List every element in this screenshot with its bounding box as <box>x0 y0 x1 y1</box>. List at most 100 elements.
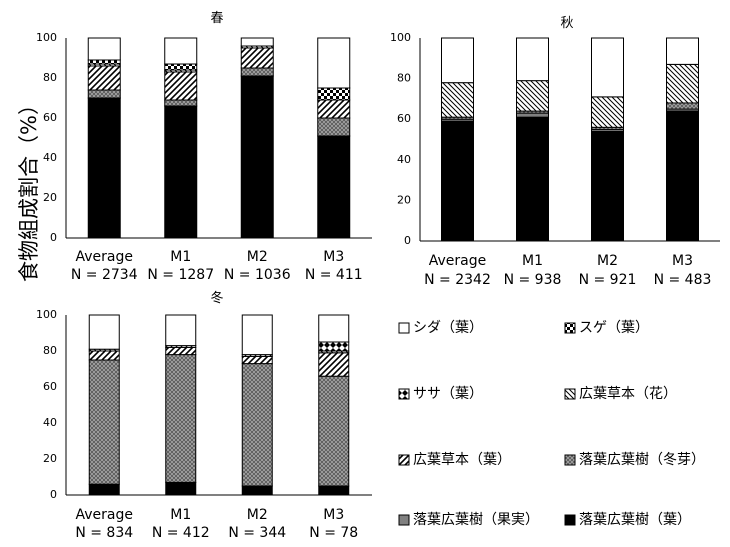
sample-size-label: N = 412 <box>152 525 210 541</box>
sample-size-label: N = 483 <box>654 272 712 288</box>
bar-segment <box>87 37 121 61</box>
bar-segment <box>240 47 274 69</box>
bar-segment <box>318 485 350 496</box>
legend-swatch <box>564 514 576 526</box>
y-tick-label: 40 <box>43 416 57 429</box>
y-tick-label: 0 <box>404 234 411 247</box>
winter-panel: 冬 0 20 40 60 80 100 Average N = 834 M1 N = 412 M2 N … <box>36 290 372 541</box>
sample-size-label: N = 1036 <box>224 267 291 283</box>
y-tick-label: 20 <box>43 191 57 204</box>
sample-size-label: N = 921 <box>579 272 637 288</box>
panel-title: 冬 <box>210 290 223 306</box>
bar-segment <box>591 96 624 128</box>
category-label: M3 <box>323 249 344 265</box>
category-label: M2 <box>247 249 268 265</box>
bar-segment <box>240 75 274 239</box>
bar-segment <box>87 59 121 65</box>
bar-segment <box>164 71 198 101</box>
bar-segment <box>516 80 549 112</box>
bar-segment <box>317 87 351 101</box>
panel-title: 春 <box>210 11 223 26</box>
legend-swatch <box>398 388 410 400</box>
bar-segment <box>87 97 121 239</box>
legend-label: 落葉広葉樹（果実） <box>413 512 539 528</box>
bar-segment <box>318 314 350 343</box>
legend-swatch <box>398 454 410 466</box>
sample-size-label: N = 834 <box>75 525 133 541</box>
category-label: Average <box>76 507 134 523</box>
bar-segment <box>165 346 197 356</box>
y-tick-label: 100 <box>390 31 411 44</box>
y-tick-label: 40 <box>43 151 57 164</box>
bar-segment <box>317 37 351 89</box>
bar-segment <box>591 37 624 98</box>
legend-label: 落葉広葉樹（冬芽） <box>579 452 705 468</box>
legend-label: 広葉草本（花） <box>579 386 677 402</box>
bar-segment <box>516 37 549 82</box>
y-tick-label: 80 <box>43 71 57 84</box>
legend-label: 落葉広葉樹（葉） <box>579 512 691 528</box>
bar-segment <box>88 359 120 485</box>
bar-segment <box>165 314 197 347</box>
category-label: M3 <box>672 253 693 269</box>
bar-segment <box>164 99 198 107</box>
legend-label: ササ（葉） <box>413 386 483 402</box>
bar-segment <box>317 135 351 239</box>
category-label: M2 <box>247 507 268 523</box>
legend: シダ（葉） スゲ（葉） ササ（葉） 広葉草本（花） 広葉草本（葉） 落葉広葉樹（冬芽） 落葉… <box>398 320 705 528</box>
y-tick-label: 20 <box>397 193 411 206</box>
bar-segment <box>441 37 474 84</box>
bar-segment <box>87 89 121 99</box>
category-label: Average <box>429 253 487 269</box>
bar-segment <box>318 341 350 352</box>
bar-segment <box>241 314 273 356</box>
sample-size-label: N = 78 <box>309 525 358 541</box>
bar-segment <box>318 352 350 377</box>
bar-segment <box>164 63 198 71</box>
bar-segment <box>241 355 273 365</box>
y-tick-label: 60 <box>397 112 411 125</box>
legend-label: シダ（葉） <box>413 320 483 336</box>
bar-segment <box>164 37 198 65</box>
bar-segment <box>241 485 273 496</box>
category-label: M1 <box>170 249 191 265</box>
y-tick-label: 0 <box>50 488 57 501</box>
bar-segment <box>87 65 121 91</box>
bar-segment <box>441 82 474 118</box>
bar-segment <box>441 120 474 242</box>
legend-swatch <box>564 322 576 334</box>
bar-segment <box>666 110 699 242</box>
y-tick-label: 0 <box>50 231 57 244</box>
category-label: M1 <box>170 507 191 523</box>
category-label: M2 <box>597 253 618 269</box>
y-tick-label: 100 <box>36 308 57 321</box>
y-tick-label: 40 <box>397 153 411 166</box>
y-tick-label: 60 <box>43 380 57 393</box>
y-tick-label: 20 <box>43 452 57 465</box>
bar-segment <box>317 99 351 119</box>
sample-size-label: N = 344 <box>228 525 286 541</box>
bar-segment <box>88 314 120 350</box>
y-tick-label: 100 <box>36 31 57 44</box>
bar-segment <box>240 67 274 77</box>
sample-size-label: N = 2342 <box>424 272 491 288</box>
sample-size-label: N = 1287 <box>147 267 214 283</box>
bar-segment <box>516 116 549 242</box>
legend-swatch <box>564 454 576 466</box>
y-axis-label: 食物組成割合（%） <box>17 94 41 282</box>
legend-label: 広葉草本（葉） <box>413 452 511 468</box>
bar-segment <box>241 363 273 487</box>
bar-segment <box>165 481 197 496</box>
bar-segment <box>318 375 350 487</box>
bar-segment <box>591 130 624 242</box>
category-label: M1 <box>522 253 543 269</box>
legend-swatch <box>398 514 410 526</box>
category-label: M3 <box>323 507 344 523</box>
legend-swatch <box>398 322 410 334</box>
sample-size-label: N = 938 <box>504 272 562 288</box>
category-label: Average <box>76 249 134 265</box>
bar-segment <box>88 350 120 361</box>
autumn-panel: 秋 0 20 40 60 80 100 Average N = 2342 M1 N = 938 M2 N… <box>390 16 720 288</box>
bar-segment <box>666 37 699 65</box>
